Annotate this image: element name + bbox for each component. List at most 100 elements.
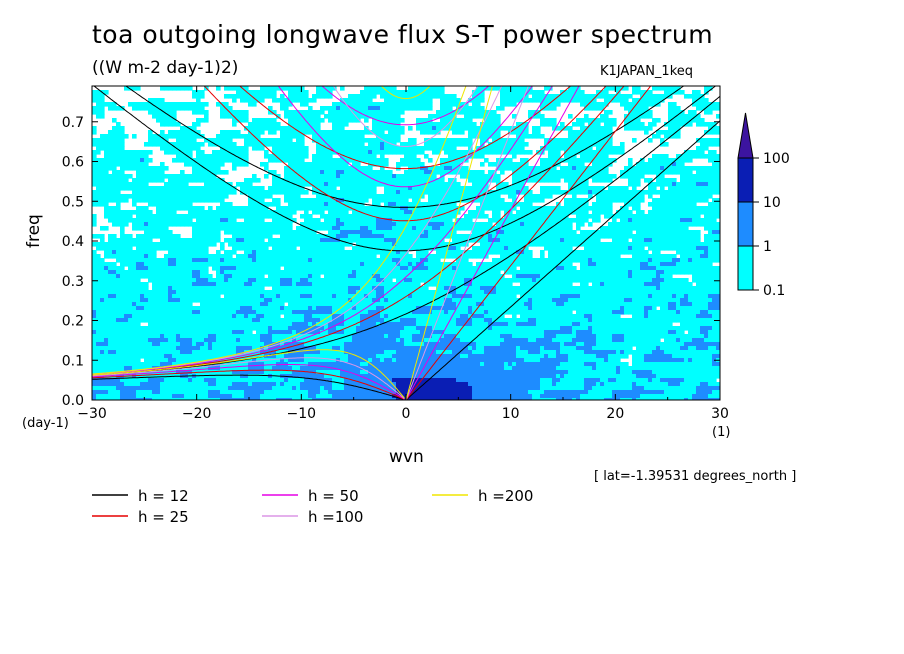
field-cell bbox=[592, 242, 597, 247]
field-cell bbox=[620, 230, 625, 235]
field-cell bbox=[492, 242, 497, 247]
field-cell bbox=[640, 158, 645, 163]
field-cell bbox=[168, 102, 173, 107]
field-cell bbox=[104, 182, 109, 187]
field-cell bbox=[212, 154, 217, 159]
field-cell bbox=[192, 190, 197, 195]
field-cell bbox=[568, 250, 573, 255]
field-cell bbox=[424, 166, 429, 171]
field-cell bbox=[468, 198, 473, 203]
field-cell bbox=[96, 170, 101, 175]
field-cell bbox=[268, 214, 273, 219]
field-cell bbox=[196, 166, 201, 171]
field-cell bbox=[416, 174, 421, 179]
field-cell bbox=[452, 126, 457, 131]
field-cell bbox=[172, 130, 177, 135]
field-cell bbox=[504, 158, 509, 163]
field-cell bbox=[140, 102, 145, 107]
field-cell bbox=[612, 234, 617, 239]
field-cell bbox=[200, 154, 205, 159]
field-cell bbox=[224, 110, 229, 115]
field-cell bbox=[672, 134, 677, 139]
field-cell bbox=[608, 198, 613, 203]
field-cell bbox=[256, 90, 261, 95]
field-cell bbox=[672, 114, 677, 119]
field-cell bbox=[304, 222, 309, 227]
field-cell bbox=[304, 234, 309, 239]
field-cell bbox=[580, 214, 585, 219]
field-cell bbox=[216, 182, 221, 187]
chart-title: toa outgoing longwave flux S-T power spe… bbox=[92, 20, 714, 49]
field-cell bbox=[600, 166, 605, 171]
field-cell bbox=[376, 110, 381, 115]
field-cell bbox=[664, 154, 669, 159]
field-cell bbox=[168, 218, 173, 223]
field-cell bbox=[148, 218, 153, 223]
field-cell bbox=[120, 198, 125, 203]
field-cell bbox=[368, 182, 373, 187]
field-cell bbox=[96, 186, 101, 191]
field-cell bbox=[704, 198, 709, 203]
field-cell bbox=[156, 230, 161, 235]
field-cell bbox=[340, 150, 345, 155]
field-cell bbox=[252, 202, 257, 207]
field-cell bbox=[296, 226, 301, 231]
field-cell bbox=[596, 202, 601, 207]
field-cell bbox=[596, 234, 601, 239]
field-cell bbox=[260, 206, 265, 211]
field-cell bbox=[688, 214, 693, 219]
field-cell bbox=[676, 166, 681, 171]
field-cell bbox=[300, 154, 305, 159]
field-cell bbox=[164, 218, 169, 223]
field-cell bbox=[328, 242, 333, 247]
field-cell bbox=[600, 170, 605, 175]
field-cell bbox=[708, 178, 713, 183]
field-cell bbox=[696, 146, 701, 151]
field-cell bbox=[132, 154, 137, 159]
field-cell bbox=[380, 218, 385, 223]
field-cell bbox=[400, 250, 405, 255]
field-cell bbox=[648, 178, 653, 183]
field-cell bbox=[548, 102, 553, 107]
field-cell bbox=[584, 150, 589, 155]
field-cell bbox=[524, 214, 529, 219]
field-cell bbox=[188, 190, 193, 195]
field-cell bbox=[384, 158, 389, 163]
field-cell bbox=[308, 122, 313, 127]
field-cell bbox=[108, 254, 113, 259]
field-cell bbox=[112, 142, 117, 147]
field-cell bbox=[440, 98, 445, 103]
field-cell bbox=[356, 254, 361, 259]
field-cell bbox=[364, 170, 369, 175]
field-cell bbox=[292, 98, 297, 103]
field-cell bbox=[436, 86, 441, 91]
field-cell bbox=[632, 218, 637, 223]
field-cell bbox=[304, 202, 309, 207]
field-cell bbox=[492, 198, 497, 203]
field-cell bbox=[492, 118, 497, 123]
field-cell bbox=[520, 242, 525, 247]
field-cell bbox=[432, 186, 437, 191]
field-cell bbox=[172, 238, 177, 243]
field-cell bbox=[656, 134, 661, 139]
field-cell bbox=[544, 106, 549, 111]
field-cell bbox=[228, 138, 233, 143]
field-cell bbox=[384, 214, 389, 219]
field-cell bbox=[220, 114, 225, 119]
field-cell bbox=[544, 102, 549, 107]
field-cell bbox=[224, 250, 229, 255]
field-cell bbox=[104, 246, 109, 251]
field-cell bbox=[440, 110, 445, 115]
field-cell bbox=[684, 194, 689, 199]
field-cell bbox=[208, 178, 213, 183]
field-cell bbox=[224, 146, 229, 151]
field-cell bbox=[380, 150, 385, 155]
field-cell bbox=[252, 250, 257, 255]
field-cell bbox=[540, 134, 545, 139]
field-cell bbox=[540, 226, 545, 231]
field-cell bbox=[148, 242, 153, 247]
field-cell bbox=[140, 158, 145, 163]
field-cell bbox=[368, 250, 373, 255]
field-cell bbox=[424, 146, 429, 151]
field-cell bbox=[152, 142, 157, 147]
